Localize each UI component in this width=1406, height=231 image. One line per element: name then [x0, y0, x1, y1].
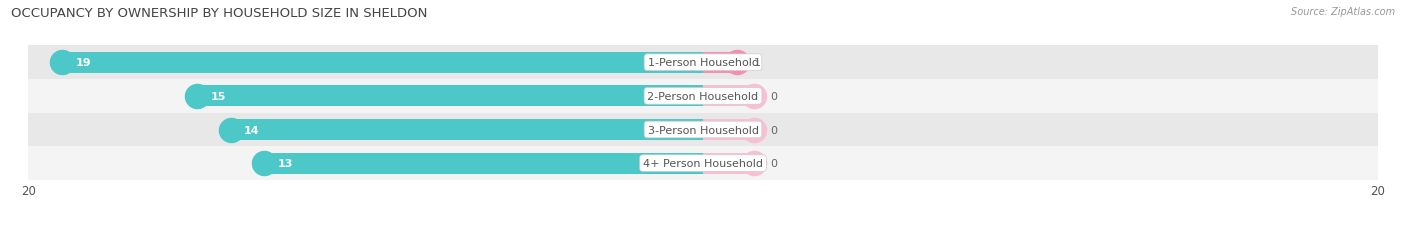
Text: 2-Person Household: 2-Person Household	[647, 91, 759, 101]
Text: OCCUPANCY BY OWNERSHIP BY HOUSEHOLD SIZE IN SHELDON: OCCUPANCY BY OWNERSHIP BY HOUSEHOLD SIZE…	[11, 7, 427, 20]
Text: 1-Person Household: 1-Person Household	[648, 58, 758, 68]
Bar	[703, 53, 737, 73]
Bar	[62, 53, 703, 73]
Text: 19: 19	[76, 58, 91, 68]
Text: 15: 15	[211, 91, 226, 101]
Text: Source: ZipAtlas.com: Source: ZipAtlas.com	[1291, 7, 1395, 17]
Bar	[703, 86, 754, 107]
Bar	[703, 153, 754, 174]
Bar	[28, 113, 1378, 147]
Text: 0: 0	[770, 125, 778, 135]
Bar	[28, 46, 1378, 80]
Bar	[197, 86, 703, 107]
Bar	[231, 120, 703, 140]
Text: 13: 13	[278, 158, 294, 168]
Bar	[28, 80, 1378, 113]
Bar	[703, 120, 754, 140]
Text: 0: 0	[770, 91, 778, 101]
Bar	[264, 153, 703, 174]
Text: 4+ Person Household: 4+ Person Household	[643, 158, 763, 168]
Text: 1: 1	[754, 58, 761, 68]
Bar	[28, 147, 1378, 180]
Text: 0: 0	[770, 158, 778, 168]
Text: 14: 14	[245, 125, 260, 135]
Text: 3-Person Household: 3-Person Household	[648, 125, 758, 135]
